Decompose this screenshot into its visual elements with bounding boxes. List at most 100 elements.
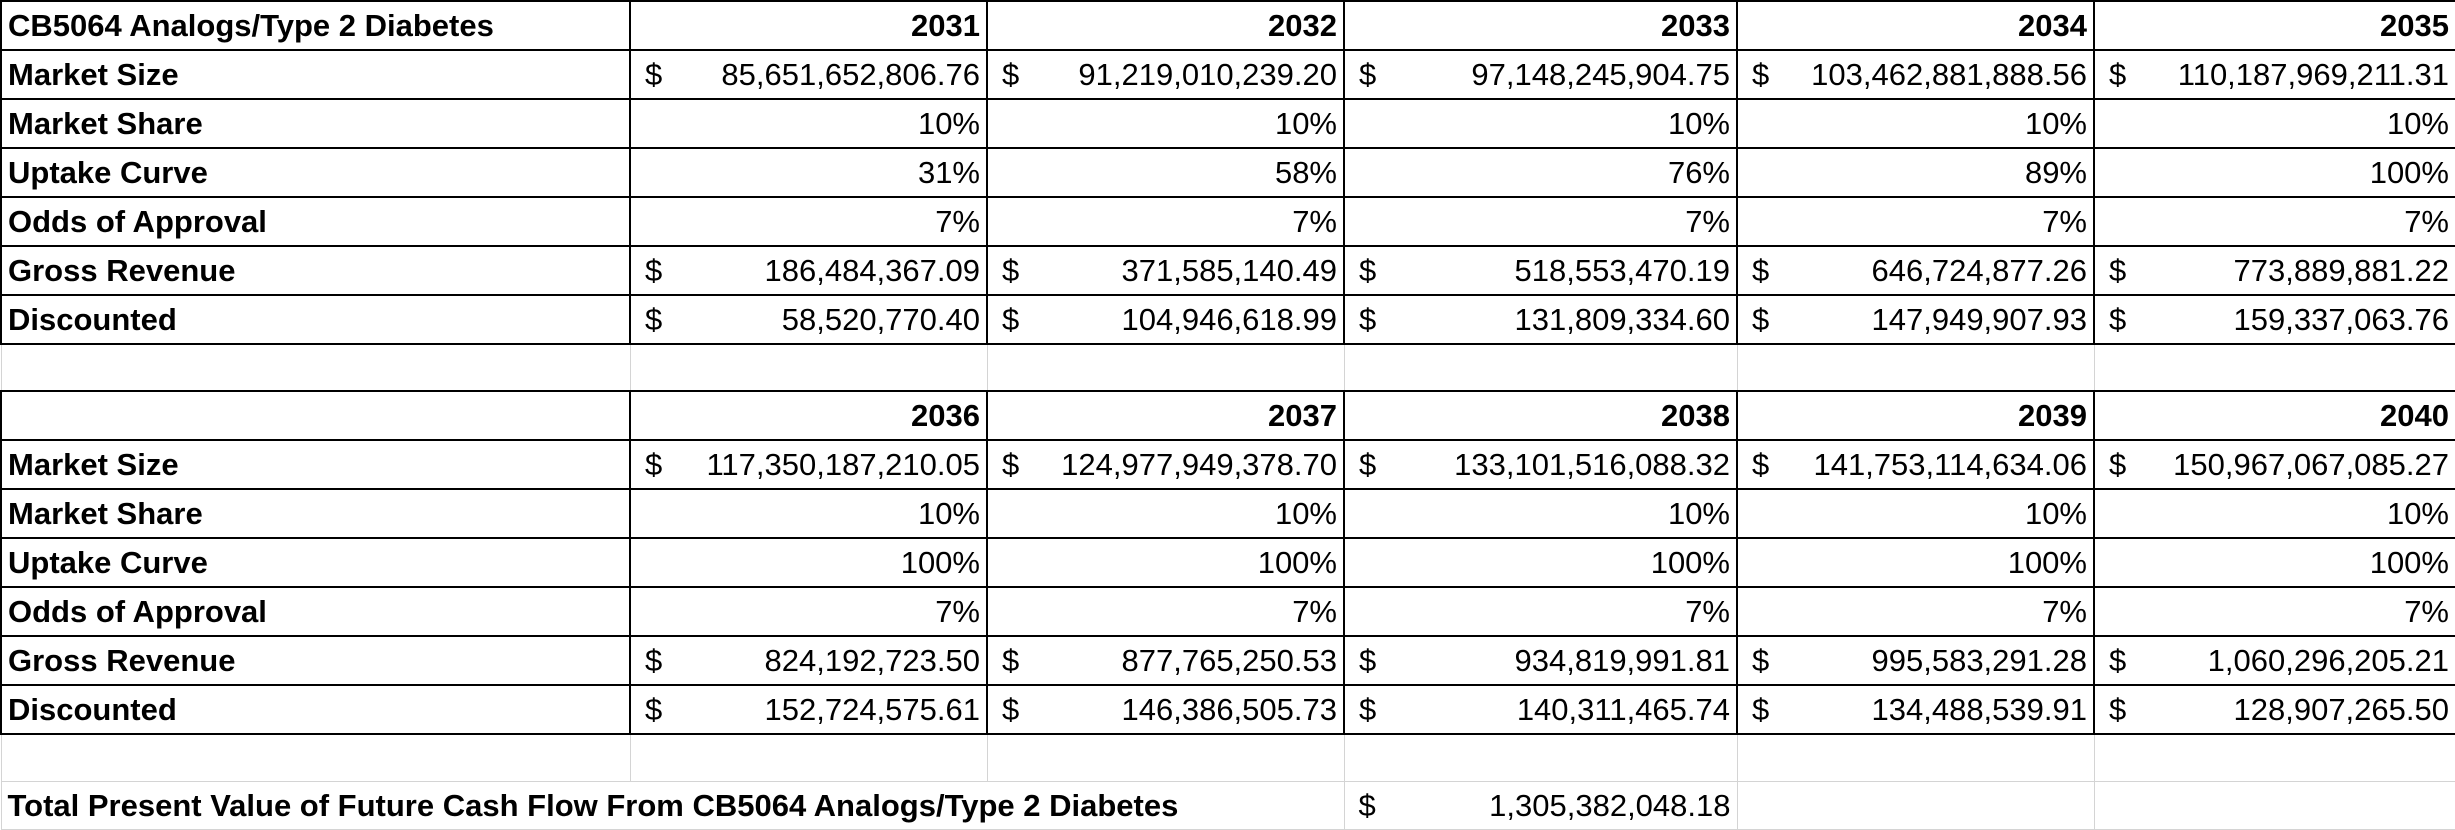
year-cell[interactable]: 2040 <box>2093 390 2455 441</box>
year-cell[interactable]: 2033 <box>1343 0 1738 51</box>
row-label[interactable]: Odds of Approval <box>0 586 631 637</box>
total-label[interactable]: Total Present Value of Future Cash Flow … <box>0 780 1345 830</box>
market-size-cell[interactable]: $124,977,949,378.70 <box>986 439 1345 490</box>
discounted-cell[interactable]: $146,386,505.73 <box>986 684 1345 735</box>
gross-revenue-cell[interactable]: $1,060,296,205.21 <box>2093 635 2455 686</box>
uptake-curve-cell[interactable]: 100% <box>1343 537 1738 588</box>
gross-revenue-cell[interactable]: $934,819,991.81 <box>1343 635 1738 686</box>
discounted-cell[interactable]: $128,907,265.50 <box>2093 684 2455 735</box>
odds-of-approval-cell[interactable]: 7% <box>629 586 988 637</box>
empty-cell[interactable] <box>1736 733 2095 782</box>
discounted-cell[interactable]: $147,949,907.93 <box>1736 294 2095 345</box>
odds-of-approval-cell[interactable]: 7% <box>2093 196 2455 247</box>
empty-cell[interactable] <box>1343 343 1738 392</box>
market-share-cell[interactable]: 10% <box>1343 98 1738 149</box>
odds-of-approval-cell[interactable]: 7% <box>2093 586 2455 637</box>
row-label[interactable]: Odds of Approval <box>0 196 631 247</box>
market-share-cell[interactable]: 10% <box>986 98 1345 149</box>
market-share-cell[interactable]: 10% <box>2093 488 2455 539</box>
uptake-curve-cell[interactable]: 89% <box>1736 147 2095 198</box>
discounted-cell[interactable]: $159,337,063.76 <box>2093 294 2455 345</box>
row-label[interactable]: Discounted <box>0 294 631 345</box>
gross-revenue-cell[interactable]: $824,192,723.50 <box>629 635 988 686</box>
market-size-cell[interactable]: $117,350,187,210.05 <box>629 439 988 490</box>
odds-of-approval-cell[interactable]: 7% <box>1343 196 1738 247</box>
empty-cell[interactable] <box>629 343 988 392</box>
empty-cell[interactable] <box>1736 343 2095 392</box>
row-label[interactable]: Uptake Curve <box>0 537 631 588</box>
year-cell[interactable]: 2037 <box>986 390 1345 441</box>
year-cell[interactable]: 2034 <box>1736 0 2095 51</box>
year-cell[interactable]: 2035 <box>2093 0 2455 51</box>
market-size-cell[interactable]: $85,651,652,806.76 <box>629 49 988 100</box>
odds-of-approval-cell[interactable]: 7% <box>629 196 988 247</box>
empty-cell[interactable] <box>2093 733 2455 782</box>
market-share-cell[interactable]: 10% <box>1343 488 1738 539</box>
empty-cell[interactable] <box>1736 780 2095 830</box>
row-label[interactable]: Gross Revenue <box>0 245 631 296</box>
market-share-cell[interactable]: 10% <box>1736 488 2095 539</box>
market-share-cell[interactable]: 10% <box>1736 98 2095 149</box>
market-share-cell[interactable]: 10% <box>986 488 1345 539</box>
year-cell[interactable]: 2038 <box>1343 390 1738 441</box>
total-value-cell[interactable]: $1,305,382,048.18 <box>1343 780 1738 830</box>
market-share-cell[interactable]: 10% <box>629 488 988 539</box>
row-label[interactable]: Gross Revenue <box>0 635 631 686</box>
odds-of-approval-cell[interactable]: 7% <box>1736 586 2095 637</box>
uptake-curve-cell[interactable]: 100% <box>2093 147 2455 198</box>
gross-revenue-cell[interactable]: $877,765,250.53 <box>986 635 1345 686</box>
year-cell[interactable]: 2032 <box>986 0 1345 51</box>
uptake-curve-cell[interactable]: 100% <box>629 537 988 588</box>
gross-revenue-cell[interactable]: $186,484,367.09 <box>629 245 988 296</box>
gross-revenue-cell[interactable]: $518,553,470.19 <box>1343 245 1738 296</box>
gross-revenue-cell[interactable]: $995,583,291.28 <box>1736 635 2095 686</box>
discounted-cell[interactable]: $152,724,575.61 <box>629 684 988 735</box>
empty-cell[interactable] <box>629 733 988 782</box>
odds-of-approval-cell[interactable]: 7% <box>986 196 1345 247</box>
discounted-cell[interactable]: $131,809,334.60 <box>1343 294 1738 345</box>
header-label-cell[interactable] <box>0 390 631 441</box>
empty-cell[interactable] <box>0 733 631 782</box>
discounted-cell[interactable]: $140,311,465.74 <box>1343 684 1738 735</box>
row-label[interactable]: Market Share <box>0 488 631 539</box>
row-label[interactable]: Market Share <box>0 98 631 149</box>
discounted-cell[interactable]: $58,520,770.40 <box>629 294 988 345</box>
market-size-cell[interactable]: $133,101,516,088.32 <box>1343 439 1738 490</box>
uptake-curve-cell[interactable]: 58% <box>986 147 1345 198</box>
uptake-curve-cell[interactable]: 100% <box>1736 537 2095 588</box>
empty-cell[interactable] <box>2093 343 2455 392</box>
odds-of-approval-cell[interactable]: 7% <box>1343 586 1738 637</box>
year-cell[interactable]: 2036 <box>629 390 988 441</box>
year-cell[interactable]: 2039 <box>1736 390 2095 441</box>
empty-cell[interactable] <box>986 733 1345 782</box>
empty-cell[interactable] <box>986 343 1345 392</box>
uptake-curve-cell[interactable]: 100% <box>2093 537 2455 588</box>
uptake-curve-cell[interactable]: 76% <box>1343 147 1738 198</box>
gross-revenue-cell[interactable]: $646,724,877.26 <box>1736 245 2095 296</box>
market-size-cell[interactable]: $91,219,010,239.20 <box>986 49 1345 100</box>
row-label[interactable]: Uptake Curve <box>0 147 631 198</box>
market-size-cell[interactable]: $110,187,969,211.31 <box>2093 49 2455 100</box>
sheet-title[interactable]: CB5064 Analogs/Type 2 Diabetes <box>0 0 631 51</box>
gross-revenue-cell[interactable]: $773,889,881.22 <box>2093 245 2455 296</box>
discounted-cell[interactable]: $104,946,618.99 <box>986 294 1345 345</box>
market-size-cell[interactable]: $97,148,245,904.75 <box>1343 49 1738 100</box>
row-label[interactable]: Market Size <box>0 439 631 490</box>
uptake-curve-cell[interactable]: 31% <box>629 147 988 198</box>
market-share-cell[interactable]: 10% <box>2093 98 2455 149</box>
market-share-cell[interactable]: 10% <box>629 98 988 149</box>
year-cell[interactable]: 2031 <box>629 0 988 51</box>
market-size-cell[interactable]: $150,967,067,085.27 <box>2093 439 2455 490</box>
gross-revenue-cell[interactable]: $371,585,140.49 <box>986 245 1345 296</box>
uptake-curve-cell[interactable]: 100% <box>986 537 1345 588</box>
market-size-cell[interactable]: $141,753,114,634.06 <box>1736 439 2095 490</box>
empty-cell[interactable] <box>1343 733 1738 782</box>
row-label[interactable]: Market Size <box>0 49 631 100</box>
row-label[interactable]: Discounted <box>0 684 631 735</box>
odds-of-approval-cell[interactable]: 7% <box>1736 196 2095 247</box>
empty-cell[interactable] <box>0 343 631 392</box>
discounted-cell[interactable]: $134,488,539.91 <box>1736 684 2095 735</box>
odds-of-approval-cell[interactable]: 7% <box>986 586 1345 637</box>
empty-cell[interactable] <box>2093 780 2455 830</box>
market-size-cell[interactable]: $103,462,881,888.56 <box>1736 49 2095 100</box>
